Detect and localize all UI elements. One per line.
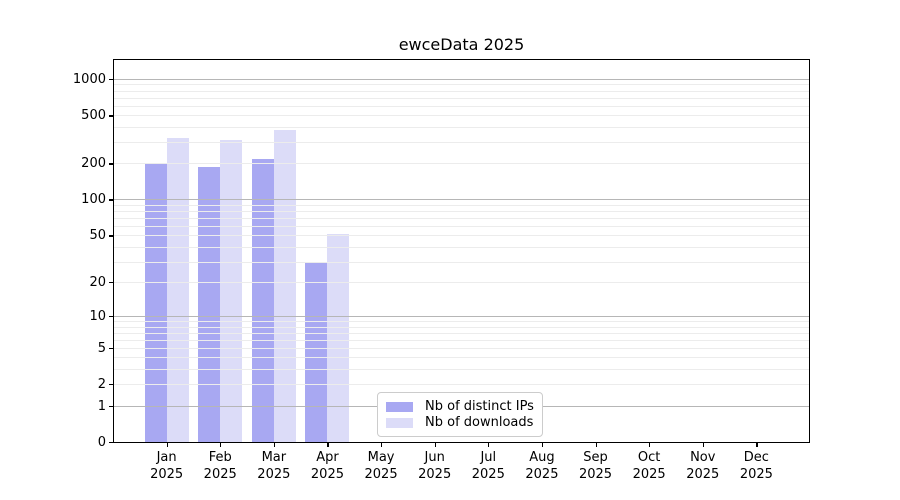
gridline (114, 142, 809, 144)
x-tick-label-aug: Aug 2025 (525, 450, 559, 482)
y-tick-mark (109, 163, 113, 165)
gridline (114, 235, 809, 237)
gridline (114, 204, 809, 206)
x-tick-mark (756, 443, 758, 447)
y-tick-label: 0 (97, 435, 106, 450)
y-tick-mark (109, 282, 113, 284)
gridline (114, 384, 809, 386)
gridline (114, 105, 809, 107)
gridline (114, 332, 809, 334)
x-tick-mark (381, 443, 383, 447)
y-tick-label: 20 (89, 275, 106, 290)
gridline (114, 282, 809, 283)
legend-swatch-distinct-ips (386, 402, 413, 412)
legend: Nb of distinct IPs Nb of downloads (377, 392, 543, 437)
y-tick-label: 100 (81, 192, 106, 208)
x-tick-mark (595, 443, 597, 447)
x-tick-label-dec: Dec 2025 (739, 450, 773, 482)
gridline (114, 84, 809, 86)
gridline (114, 97, 809, 99)
gridline (114, 199, 809, 201)
bar-downloads-mar (273, 130, 296, 442)
gridline (114, 369, 809, 371)
y-tick-mark (109, 384, 113, 386)
gridline (114, 127, 809, 129)
gridline (114, 211, 809, 213)
y-tick-label: 500 (81, 108, 106, 124)
x-tick-label-jun: Jun 2025 (418, 450, 452, 482)
x-tick-label-jan: Jan 2025 (150, 450, 184, 482)
bar-downloads-jan (166, 138, 189, 442)
x-tick-label-mar: Mar 2025 (257, 450, 291, 482)
y-tick-mark (109, 315, 113, 318)
x-tick-label-oct: Oct 2025 (632, 450, 666, 482)
y-tick-label: 5 (97, 340, 106, 356)
gridline (114, 261, 809, 263)
legend-label-downloads: Nb of downloads (425, 415, 534, 430)
x-tick-label-apr: Apr 2025 (310, 450, 344, 482)
legend-label-distinct-ips: Nb of distinct IPs (425, 399, 534, 414)
bar-ips-apr (305, 262, 328, 442)
y-tick-label: 1000 (72, 71, 106, 87)
gridline (114, 225, 809, 227)
y-tick-mark (109, 78, 113, 81)
y-tick-mark (109, 442, 113, 444)
x-tick-mark (434, 443, 436, 447)
x-tick-mark (702, 443, 704, 447)
y-tick-mark (109, 347, 113, 350)
gridline (114, 163, 809, 165)
y-tick-label: 50 (89, 228, 106, 244)
gridline (114, 90, 809, 92)
y-tick-label: 200 (81, 156, 106, 172)
gridline (114, 246, 809, 248)
bar-downloads-feb (220, 140, 243, 442)
legend-item-downloads: Nb of downloads (386, 415, 542, 431)
gridline (114, 115, 809, 117)
y-tick-mark (109, 199, 113, 201)
x-tick-label-sep: Sep 2025 (578, 450, 613, 482)
chart-title: ewceData 2025 (398, 35, 525, 54)
x-tick-mark (220, 443, 222, 447)
plot-area (113, 59, 810, 443)
x-tick-mark (649, 443, 651, 447)
x-tick-label-may: May 2025 (364, 450, 398, 482)
gridline (114, 217, 809, 219)
y-tick-label: 1 (97, 398, 106, 414)
x-tick-mark (541, 443, 544, 447)
bar-ips-mar (251, 159, 274, 442)
x-tick-label-feb: Feb 2025 (203, 450, 237, 482)
gridline (114, 357, 809, 359)
y-tick-mark (109, 405, 113, 407)
x-tick-mark (273, 443, 276, 447)
gridline (114, 315, 809, 317)
x-tick-mark (166, 443, 168, 447)
legend-swatch-downloads (386, 418, 413, 428)
x-tick-mark (327, 443, 329, 447)
gridline (114, 326, 809, 328)
gridline (114, 347, 809, 349)
y-tick-label: 2 (97, 377, 106, 393)
gridline (114, 78, 809, 80)
bar-ips-feb (198, 166, 221, 442)
legend-item-distinct-ips: Nb of distinct IPs (386, 399, 542, 415)
y-tick-label: 10 (89, 308, 106, 324)
bar-ips-jan (144, 163, 167, 442)
gridline (114, 321, 809, 322)
gridline (114, 339, 809, 341)
x-tick-label-nov: Nov 2025 (686, 450, 720, 482)
x-tick-mark (488, 443, 490, 447)
x-tick-label-jul: Jul 2025 (471, 450, 505, 482)
y-tick-mark (109, 115, 113, 117)
bar-downloads-apr (327, 234, 350, 442)
y-tick-mark (109, 235, 113, 237)
